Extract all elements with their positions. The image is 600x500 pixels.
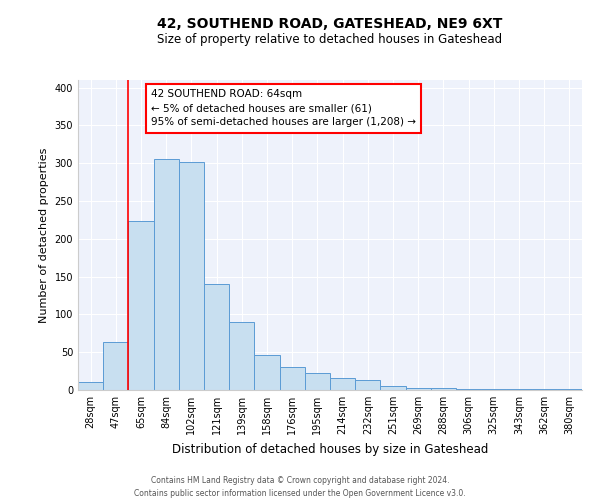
Bar xyxy=(355,380,380,390)
Bar xyxy=(380,386,406,390)
X-axis label: Distribution of detached houses by size in Gateshead: Distribution of detached houses by size … xyxy=(172,442,488,456)
Bar xyxy=(229,322,254,390)
Bar xyxy=(330,378,355,390)
Bar xyxy=(204,284,229,390)
Y-axis label: Number of detached properties: Number of detached properties xyxy=(39,148,49,322)
Bar xyxy=(506,389,532,390)
Text: 42, SOUTHEND ROAD, GATESHEAD, NE9 6XT: 42, SOUTHEND ROAD, GATESHEAD, NE9 6XT xyxy=(157,18,503,32)
Bar xyxy=(557,389,582,390)
Bar xyxy=(179,162,204,390)
Bar xyxy=(128,220,154,390)
Bar xyxy=(103,342,128,390)
Bar xyxy=(305,372,330,390)
Bar xyxy=(280,366,305,390)
Text: Size of property relative to detached houses in Gateshead: Size of property relative to detached ho… xyxy=(157,32,503,46)
Bar xyxy=(154,160,179,390)
Text: 42 SOUTHEND ROAD: 64sqm
← 5% of detached houses are smaller (61)
95% of semi-det: 42 SOUTHEND ROAD: 64sqm ← 5% of detached… xyxy=(151,90,416,128)
Bar xyxy=(431,388,456,390)
Bar xyxy=(254,355,280,390)
Bar xyxy=(78,382,103,390)
Bar xyxy=(406,388,431,390)
Bar xyxy=(456,389,481,390)
Text: Contains HM Land Registry data © Crown copyright and database right 2024.
Contai: Contains HM Land Registry data © Crown c… xyxy=(134,476,466,498)
Bar xyxy=(481,389,506,390)
Bar xyxy=(532,389,557,390)
